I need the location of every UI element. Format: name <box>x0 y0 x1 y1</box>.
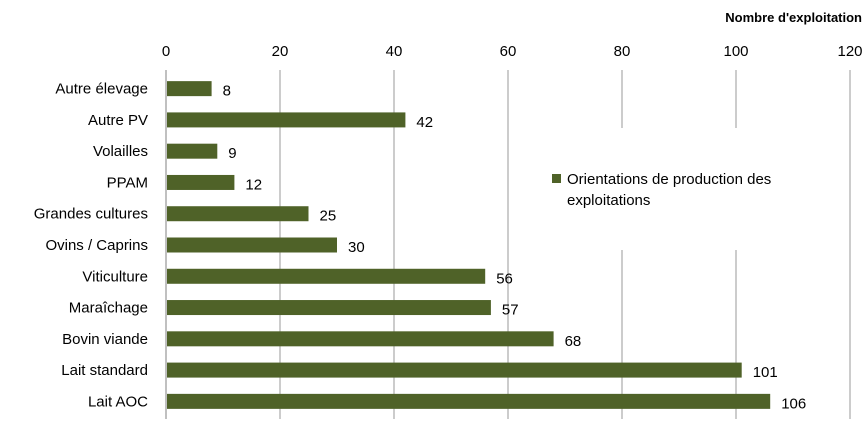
legend-background <box>540 128 840 250</box>
bar <box>167 81 212 97</box>
x-axis-ticks: 0 20 40 60 80 100 120 <box>162 43 863 60</box>
x-tick-label: 60 <box>500 43 517 60</box>
category-label: Lait standard <box>61 362 148 379</box>
data-label: 25 <box>320 208 337 225</box>
category-label: Autre élevage <box>55 81 148 98</box>
data-label: 9 <box>228 145 236 162</box>
x-tick-label: 0 <box>162 43 170 60</box>
category-label: PPAM <box>107 174 148 191</box>
bar <box>167 206 309 222</box>
legend-swatch <box>552 174 561 183</box>
data-label: 42 <box>416 114 433 131</box>
data-label: 101 <box>753 364 778 381</box>
category-label: Maraîchage <box>69 300 148 317</box>
category-label: Viticulture <box>82 268 148 285</box>
data-label: 12 <box>245 176 262 193</box>
bar <box>167 268 486 284</box>
bar <box>167 300 491 316</box>
category-label: Bovin viande <box>62 331 148 348</box>
x-tick-label: 100 <box>723 43 748 60</box>
category-label: Volailles <box>93 143 148 160</box>
legend: Orientations de production des exploitati… <box>540 128 840 250</box>
data-label: 68 <box>565 333 582 350</box>
bar <box>167 331 554 347</box>
data-label: 30 <box>348 239 365 256</box>
bar <box>167 393 771 409</box>
x-tick-label: 40 <box>386 43 403 60</box>
x-tick-label: 120 <box>837 43 862 60</box>
category-label: Autre PV <box>88 112 148 129</box>
data-label: 56 <box>496 270 513 287</box>
category-label: Ovins / Caprins <box>45 237 148 254</box>
x-tick-label: 80 <box>614 43 631 60</box>
bar <box>167 362 742 378</box>
x-axis-title: Nombre d'exploitation <box>725 10 862 25</box>
legend-label: Orientations de production des exploitati… <box>567 171 771 209</box>
x-tick-label: 20 <box>272 43 289 60</box>
bar <box>167 112 406 128</box>
bar <box>167 143 218 159</box>
data-label: 57 <box>502 302 519 319</box>
category-labels: Autre élevage Autre PV Volailles PPAM Grande… <box>34 81 148 411</box>
bar <box>167 237 337 253</box>
bars <box>167 81 771 409</box>
data-label: 8 <box>223 83 231 100</box>
data-label: 106 <box>781 395 806 412</box>
category-label: Lait AOC <box>88 393 148 410</box>
category-label: Grandes cultures <box>34 206 148 223</box>
bar <box>167 174 235 190</box>
